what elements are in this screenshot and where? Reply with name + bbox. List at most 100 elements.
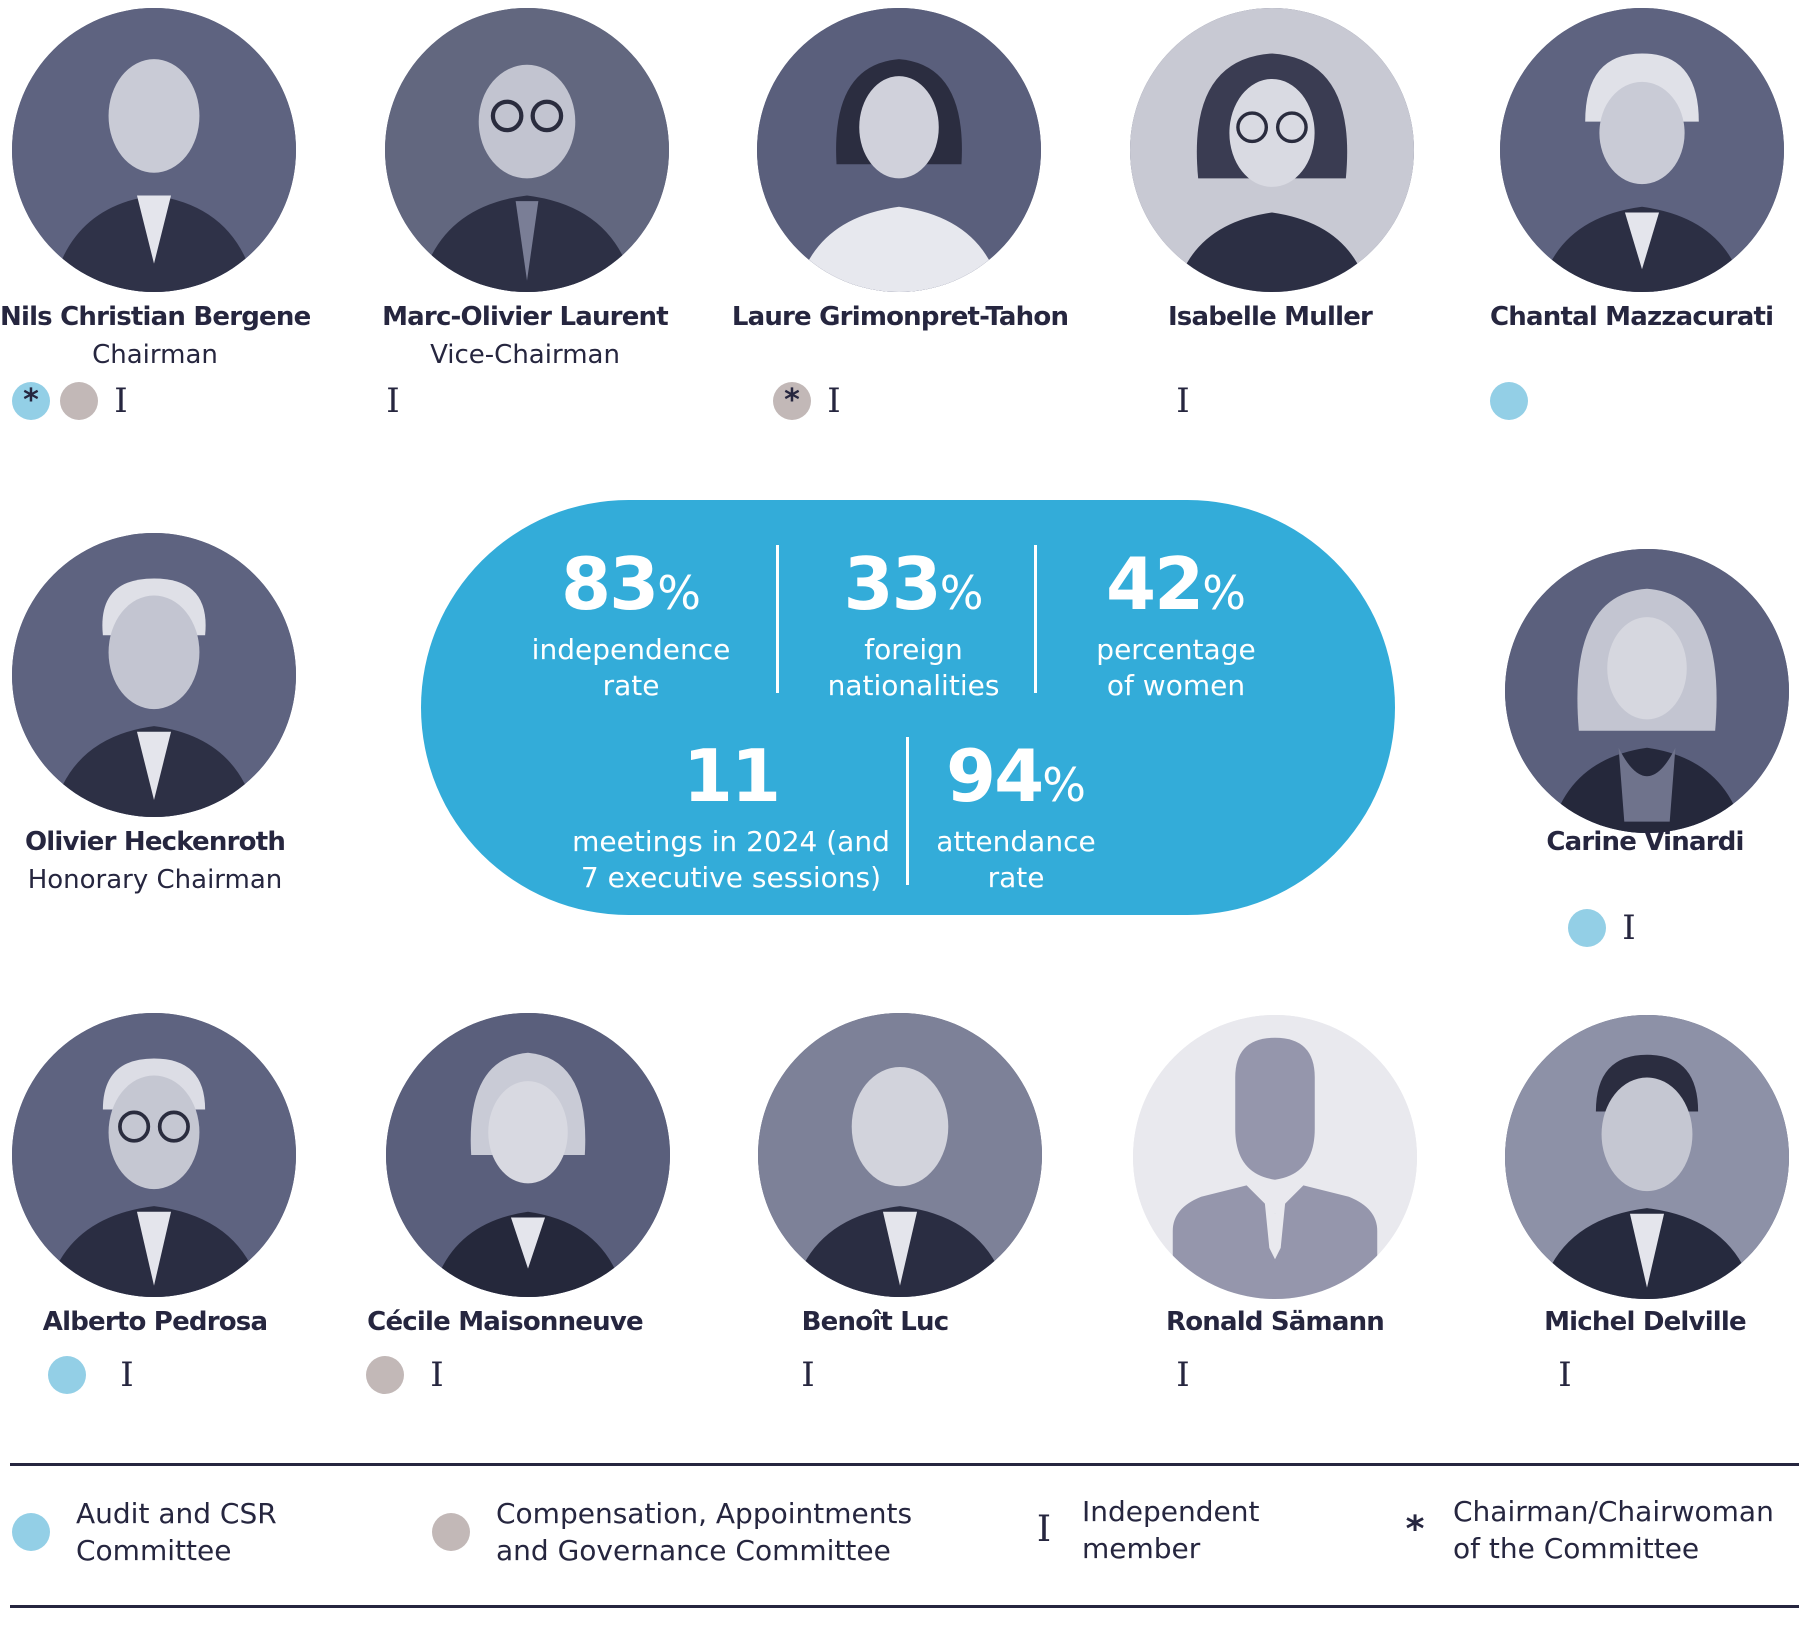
member-name: Isabelle Muller — [1167, 302, 1373, 332]
audit-committee-marker — [12, 1513, 50, 1551]
independent-member-icon: I — [386, 381, 400, 421]
member-badges: I — [366, 1352, 450, 1398]
portrait-photo — [12, 8, 296, 292]
legend-label: and Governance Committee — [496, 1534, 891, 1567]
legend-bottom-rule — [10, 1605, 1799, 1608]
independent-member-icon: I — [1036, 1509, 1052, 1550]
member-name: Chantal Mazzacurati — [1490, 302, 1774, 332]
legend-chair: * Chairman/Chairwoman of the Committee — [1395, 1493, 1774, 1567]
stat-label: foreign — [864, 633, 963, 666]
portrait-photo — [757, 8, 1041, 292]
audit-committee-marker — [48, 1356, 86, 1394]
member-badges: I — [795, 1352, 821, 1398]
divider — [1034, 545, 1037, 693]
compensation-committee-marker — [432, 1513, 470, 1551]
portrait-photo — [12, 533, 296, 817]
independent-member-icon: I — [1176, 381, 1190, 421]
stat-label: rate — [602, 669, 660, 702]
legend-label: Chairman/Chairwoman — [1453, 1495, 1774, 1528]
audit-committee-marker — [1490, 382, 1528, 420]
member-name: Laure Grimonpret-Tahon — [731, 302, 1069, 332]
legend-label: of the Committee — [1453, 1532, 1700, 1565]
legend-label: Compensation, Appointments — [496, 1497, 913, 1530]
stat-independence: 83% independence rate — [481, 548, 781, 704]
portrait-photo — [386, 1013, 670, 1297]
member-role: Chairman — [92, 340, 218, 370]
independent-member-icon: I — [114, 381, 128, 421]
member-badges: I — [1170, 378, 1196, 424]
member-role: Vice-Chairman — [430, 340, 620, 370]
legend-top-rule — [10, 1463, 1799, 1466]
compensation-committee-chair-marker: * — [773, 382, 811, 420]
member-badges — [1490, 378, 1528, 424]
portrait-photo — [12, 1013, 296, 1297]
independent-member-icon: I — [1176, 1355, 1190, 1395]
stat-label: nationalities — [827, 669, 1000, 702]
stat-value: 94 — [946, 734, 1044, 818]
member-badges: I — [1170, 1352, 1196, 1398]
legend-compensation: Compensation, Appointments and Governance… — [432, 1495, 912, 1569]
stat-unit: % — [1042, 758, 1086, 812]
member-name: Marc-Olivier Laurent — [382, 302, 669, 332]
divider — [776, 545, 779, 693]
member-badges: * I — [12, 378, 134, 424]
stat-foreign: 33% foreign nationalities — [791, 548, 1036, 704]
stat-label: independence — [531, 633, 731, 666]
stat-unit: % — [657, 566, 701, 620]
member-badges: * I — [773, 378, 847, 424]
audit-committee-marker — [1568, 909, 1606, 947]
independent-member-icon: I — [120, 1355, 134, 1395]
member-name: Nils Christian Bergene — [0, 302, 311, 332]
member-role: Honorary Chairman — [27, 865, 283, 895]
audit-committee-chair-marker: * — [12, 382, 50, 420]
stat-women: 42% percentage of women — [1046, 548, 1306, 704]
stat-attendance: 94% attendance rate — [911, 740, 1121, 896]
independent-member-icon: I — [430, 1355, 444, 1395]
member-name: Alberto Pedrosa — [42, 1307, 268, 1337]
stat-value: 33 — [843, 542, 942, 626]
portrait-photo — [1505, 1015, 1789, 1299]
stat-value: 11 — [682, 734, 781, 818]
member-name: Carine Vinardi — [1546, 827, 1744, 857]
independent-member-icon: I — [801, 1355, 815, 1395]
member-name: Ronald Sämann — [1165, 1307, 1385, 1337]
stat-meetings: 11 meetings in 2024 (and 7 executive sess… — [561, 740, 901, 896]
stat-value: 83 — [561, 542, 659, 626]
legend-audit: Audit and CSR Committee — [12, 1495, 277, 1569]
member-name: Michel Delville — [1544, 1307, 1747, 1337]
stat-unit: % — [1202, 566, 1246, 620]
member-badges: I — [48, 1352, 140, 1398]
compensation-committee-marker — [366, 1356, 404, 1394]
stat-label: of women — [1106, 669, 1246, 702]
portrait-photo — [1130, 8, 1414, 292]
stat-value: 42 — [1106, 542, 1204, 626]
legend-label: Audit and CSR — [76, 1497, 277, 1530]
stat-unit: % — [939, 566, 984, 620]
member-name: Olivier Heckenroth — [24, 827, 286, 857]
stat-label: attendance — [936, 825, 1096, 858]
person-silhouette-icon — [1133, 1015, 1417, 1299]
stat-label: 7 executive sessions) — [580, 861, 882, 894]
portrait-photo — [1500, 8, 1784, 292]
member-name: Cécile Maisonneuve — [367, 1307, 643, 1337]
portrait-photo — [385, 8, 669, 292]
divider — [906, 737, 909, 885]
legend-label: Committee — [76, 1534, 232, 1567]
stat-label: meetings in 2024 (and — [572, 825, 890, 858]
member-badges: I — [380, 378, 406, 424]
independent-member-icon: I — [1558, 1355, 1572, 1395]
stat-label: percentage — [1096, 633, 1256, 666]
asterisk-icon: * — [1405, 1509, 1425, 1550]
board-stats-panel: 83% independence rate 33% foreign national… — [421, 500, 1395, 915]
independent-member-icon: I — [827, 381, 841, 421]
member-name: Benoît Luc — [801, 1307, 950, 1337]
portrait-photo — [758, 1013, 1042, 1297]
compensation-committee-marker — [60, 382, 98, 420]
legend-independent: I Independent member — [1024, 1493, 1260, 1567]
member-badges: I — [1552, 1352, 1578, 1398]
legend-label: member — [1082, 1532, 1201, 1565]
stat-label: rate — [987, 861, 1045, 894]
independent-member-icon: I — [1622, 908, 1636, 948]
portrait-photo — [1505, 549, 1789, 833]
legend-label: Independent — [1082, 1495, 1260, 1528]
